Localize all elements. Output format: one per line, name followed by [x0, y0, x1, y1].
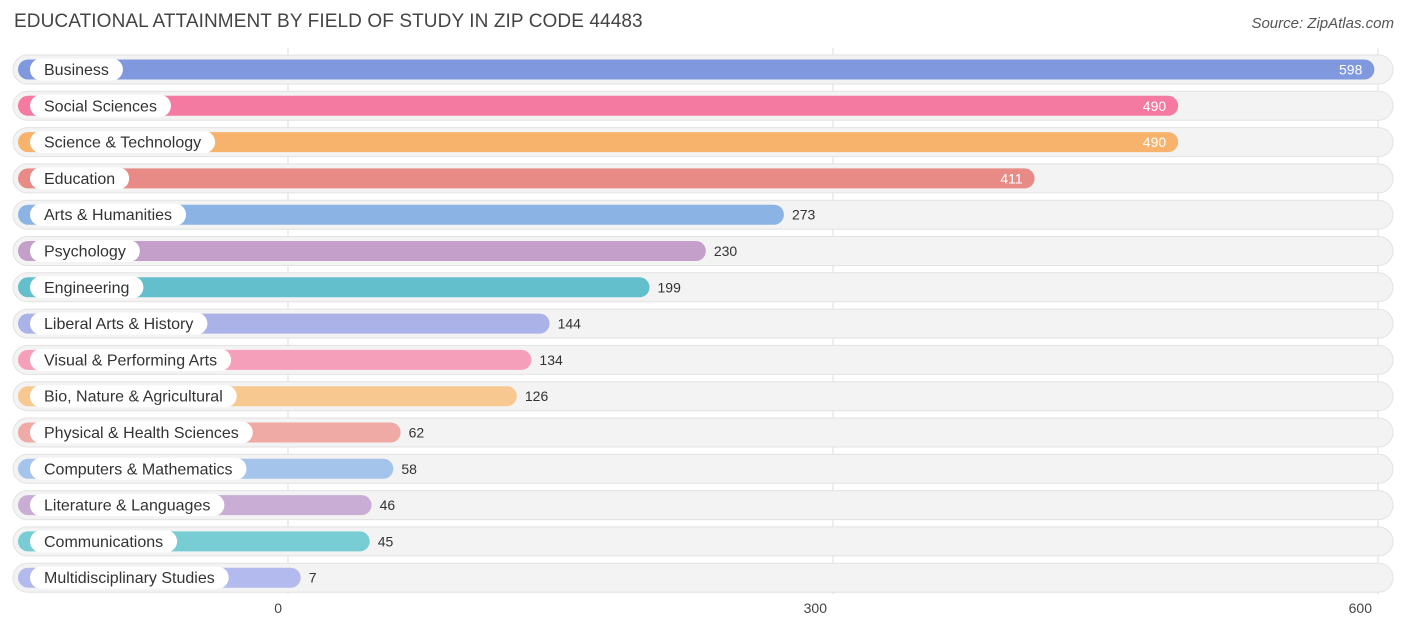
- bar: [18, 277, 650, 298]
- bar: [18, 241, 706, 261]
- category-label-pill: [30, 348, 232, 371]
- value-label: 46: [380, 497, 396, 513]
- bar-row: Multidisciplinary Studies 7: [12, 562, 1394, 593]
- bar-row: Computers & Mathematics 58: [12, 453, 1394, 484]
- bar-row: Psychology 230: [12, 236, 1394, 266]
- category-label: Multidisciplinary Studies: [44, 570, 215, 587]
- value-label: 490: [1143, 98, 1167, 114]
- category-label-pill: [30, 566, 229, 589]
- category-label: Engineering: [44, 280, 129, 297]
- category-label: Communications: [44, 534, 163, 551]
- chart-title: EDUCATIONAL ATTAINMENT BY FIELD OF STUDY…: [14, 11, 643, 32]
- value-label: 490: [1143, 134, 1167, 150]
- x-tick-label: 0: [274, 600, 282, 616]
- value-label: 230: [714, 243, 738, 259]
- category-label-pill: [30, 312, 208, 335]
- category-label: Science & Technology: [44, 135, 201, 152]
- value-label: 199: [658, 279, 682, 295]
- x-tick-label: 300: [804, 600, 828, 616]
- value-label: 144: [558, 316, 582, 332]
- chart-source: Source: ZipAtlas.com: [1251, 15, 1394, 32]
- category-label-pill: [30, 131, 216, 154]
- value-label: 273: [792, 207, 816, 223]
- category-label-pill: [30, 167, 130, 190]
- bar: [18, 95, 1179, 116]
- category-label-pill: [30, 421, 253, 444]
- bar-row: Visual & Performing Arts 134: [12, 344, 1394, 375]
- category-label-pill: [30, 203, 187, 226]
- category-label: Social Sciences: [44, 98, 157, 115]
- category-label-pill: [30, 385, 237, 408]
- value-label: 45: [378, 533, 394, 549]
- bar-row: Liberal Arts & History 144: [12, 308, 1394, 339]
- value-label: 7: [309, 570, 317, 586]
- category-label-pill: [30, 494, 225, 517]
- category-label-pill: [30, 58, 123, 81]
- value-label: 134: [539, 352, 563, 368]
- bar-row: Business 598: [12, 54, 1394, 85]
- bar-row: Arts & Humanities 273: [12, 199, 1394, 230]
- category-label: Bio, Nature & Agricultural: [44, 389, 223, 406]
- category-label-pill: [30, 276, 144, 299]
- category-label-pill: [30, 457, 247, 480]
- category-label: Education: [44, 171, 115, 188]
- category-label: Literature & Languages: [44, 498, 210, 515]
- bar: [18, 168, 1035, 189]
- bar-row: Bio, Nature & Agricultural 126: [12, 381, 1394, 412]
- bar-row: Communications 45: [12, 526, 1394, 557]
- value-label: 62: [409, 425, 425, 441]
- category-label: Business: [44, 62, 109, 79]
- bar-row: Physical & Health Sciences 62: [12, 417, 1394, 448]
- value-label: 411: [1000, 170, 1023, 186]
- bar: [18, 132, 1179, 153]
- x-tick-label: 600: [1349, 600, 1373, 616]
- bar-row: Science & Technology 490: [12, 127, 1394, 158]
- category-label: Physical & Health Sciences: [44, 425, 239, 442]
- category-label: Computers & Mathematics: [44, 461, 233, 478]
- bar-row: Literature & Languages 46: [12, 490, 1394, 521]
- category-label-pill: [30, 530, 178, 553]
- bar-row: Engineering 199: [12, 272, 1394, 303]
- value-label: 126: [525, 388, 549, 404]
- category-label: Liberal Arts & History: [44, 316, 193, 333]
- bar-track: [12, 562, 1394, 593]
- category-label: Psychology: [44, 244, 126, 261]
- bar-row: Education 411: [12, 163, 1394, 194]
- value-label: 58: [401, 461, 417, 477]
- category-label: Visual & Performing Arts: [44, 352, 217, 369]
- category-label: Arts & Humanities: [44, 207, 172, 224]
- bar: [18, 204, 784, 225]
- category-label-pill: [30, 240, 140, 262]
- category-label-pill: [30, 94, 171, 117]
- value-label: 598: [1339, 62, 1363, 78]
- bar: [18, 59, 1375, 80]
- bar-row: Social Sciences 490: [12, 90, 1394, 121]
